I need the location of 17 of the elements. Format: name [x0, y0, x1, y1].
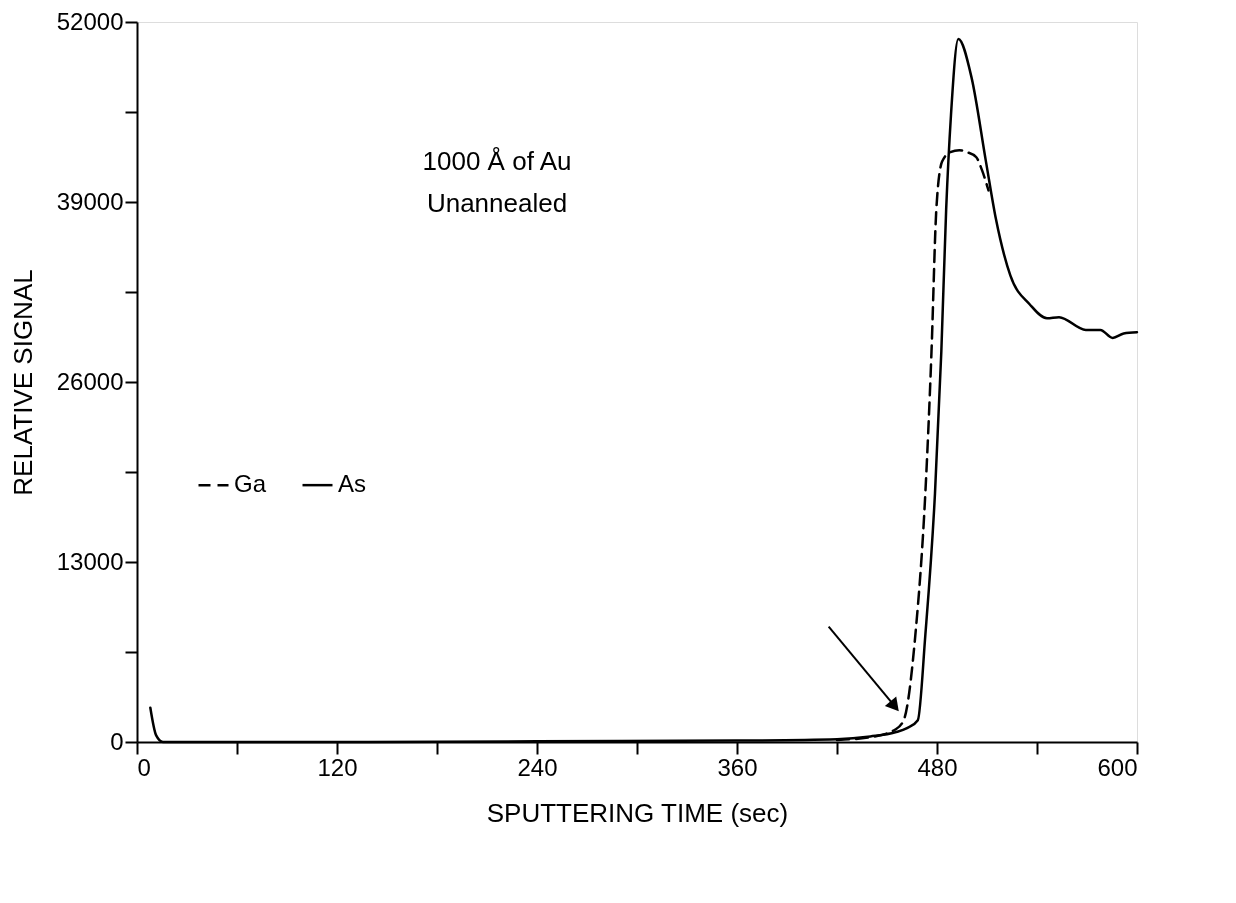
x-tick-label: 0: [137, 753, 151, 781]
y-tick-label: 39000: [56, 187, 124, 215]
x-tick-label: 120: [317, 753, 358, 781]
annotation: 1000 Å of Au: [422, 146, 572, 176]
annotation: Unannealed: [426, 188, 568, 218]
y-tick-label: 13000: [56, 547, 124, 575]
x-tick-label: 240: [517, 753, 558, 781]
x-tick-label: 600: [1097, 753, 1138, 781]
y-tick-label: 52000: [56, 7, 124, 35]
x-tick-label: 480: [917, 753, 958, 781]
y-tick-label: 26000: [56, 367, 124, 395]
legend-label: As: [338, 470, 367, 498]
y-tick-label: 0: [110, 727, 124, 755]
x-axis-title: SPUTTERING TIME (sec): [486, 797, 789, 828]
y-axis-title: RELATIVE SIGNAL: [7, 269, 38, 496]
x-tick-label: 360: [717, 753, 758, 781]
legend-label: Ga: [234, 470, 267, 498]
